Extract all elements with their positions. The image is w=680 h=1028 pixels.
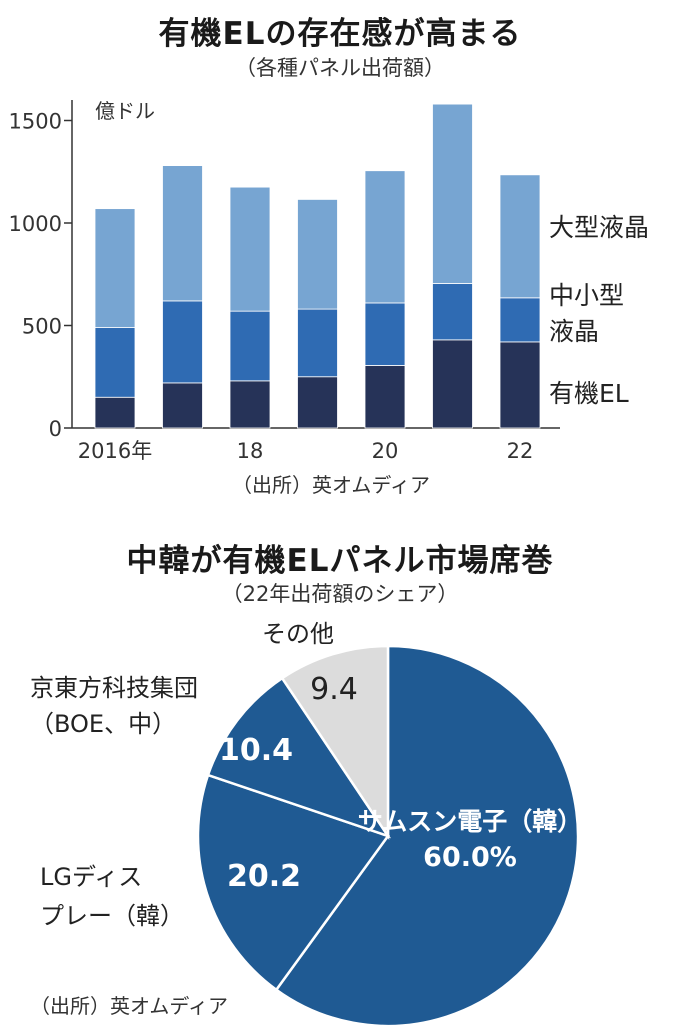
series-label: 有機EL [549,379,629,408]
bar-segment [499,174,541,299]
bar-segment [499,341,541,429]
y-ticks: 0 500 1000 1500 [9,110,72,441]
y-tick-label: 1000 [9,212,62,236]
bar-segment [297,199,338,310]
x-tick-label: 2016年 [78,439,152,463]
slice-name-label: LGディスプレー（韓） [40,863,184,930]
x-tick-label: 22 [507,439,534,463]
pie-chart-source: （出所）英オムディア [30,994,228,1018]
pie-labels: 60.0% 20.2 10.4 9.4 サムスン電子（韓） LGディスプレー（韓） 京東方科… [30,620,582,930]
bar-segment [94,208,136,328]
bar-segment [297,376,338,429]
bars [94,103,541,429]
series-label: 中小型液晶 [549,281,624,346]
series-label: 大型液晶 [549,213,649,242]
bar-segment [432,339,473,429]
pie-chart-title: 中韓が有機ELパネル市場席巻 [126,543,554,579]
pie-slice [196,773,391,992]
pie-chart-subtitle: （22年出荷額のシェア） [221,582,459,606]
x-tick-label: 20 [372,439,399,463]
bar-segment [162,300,203,384]
y-tick-label: 1500 [9,110,62,134]
bar-chart-title: 有機ELの存在感が高まる [158,16,522,52]
bar-segment [364,365,406,429]
x-tick-labels: 2016年 18 20 22 [78,439,534,463]
bar-segment [499,297,541,343]
y-unit-label: 億ドル [95,99,155,123]
bar-segment [162,165,203,302]
slice-value-label: 20.2 [227,859,301,894]
bar-segment [229,186,271,312]
bar-segment [162,382,203,429]
pie-slice [274,644,580,1028]
bar-segment [229,310,271,382]
series-labels: 有機EL 中小型液晶 大型液晶 [549,213,649,408]
pie-slice [206,676,392,839]
bar-chart-subtitle: （各種パネル出荷額） [235,56,445,80]
stacked-bar-chart: 億ドル 0 500 1000 1500 2016年 18 20 22 有機EL 中小型液晶 大型… [9,99,649,497]
bar-segment [432,283,473,341]
slice-value-label: 10.4 [219,733,293,768]
slice-value-label: 60.0% [423,842,517,873]
y-tick-label: 0 [49,417,62,441]
bar-segment [364,302,406,366]
pie-chart: 60.0% 20.2 10.4 9.4 サムスン電子（韓） LGディスプレー（韓） 京東方科… [30,620,582,1028]
x-tick-label: 18 [237,439,264,463]
bar-segment [94,396,136,429]
pie-slices [196,644,580,1028]
pie-slice [280,644,390,841]
bar-segment [364,170,406,304]
slice-value-label: 9.4 [310,672,358,707]
bar-segment [229,380,271,429]
slice-name-label: サムスン電子（韓） [358,807,583,836]
slice-name-label: 京東方科技集団（BOE、中） [30,674,198,738]
slice-name-label: その他 [262,620,334,648]
bar-segment [297,308,338,378]
y-tick-label: 500 [22,315,62,339]
bar-segment [432,103,473,284]
bar-chart-source: （出所）英オムディア [232,473,430,497]
bar-segment [94,327,136,398]
